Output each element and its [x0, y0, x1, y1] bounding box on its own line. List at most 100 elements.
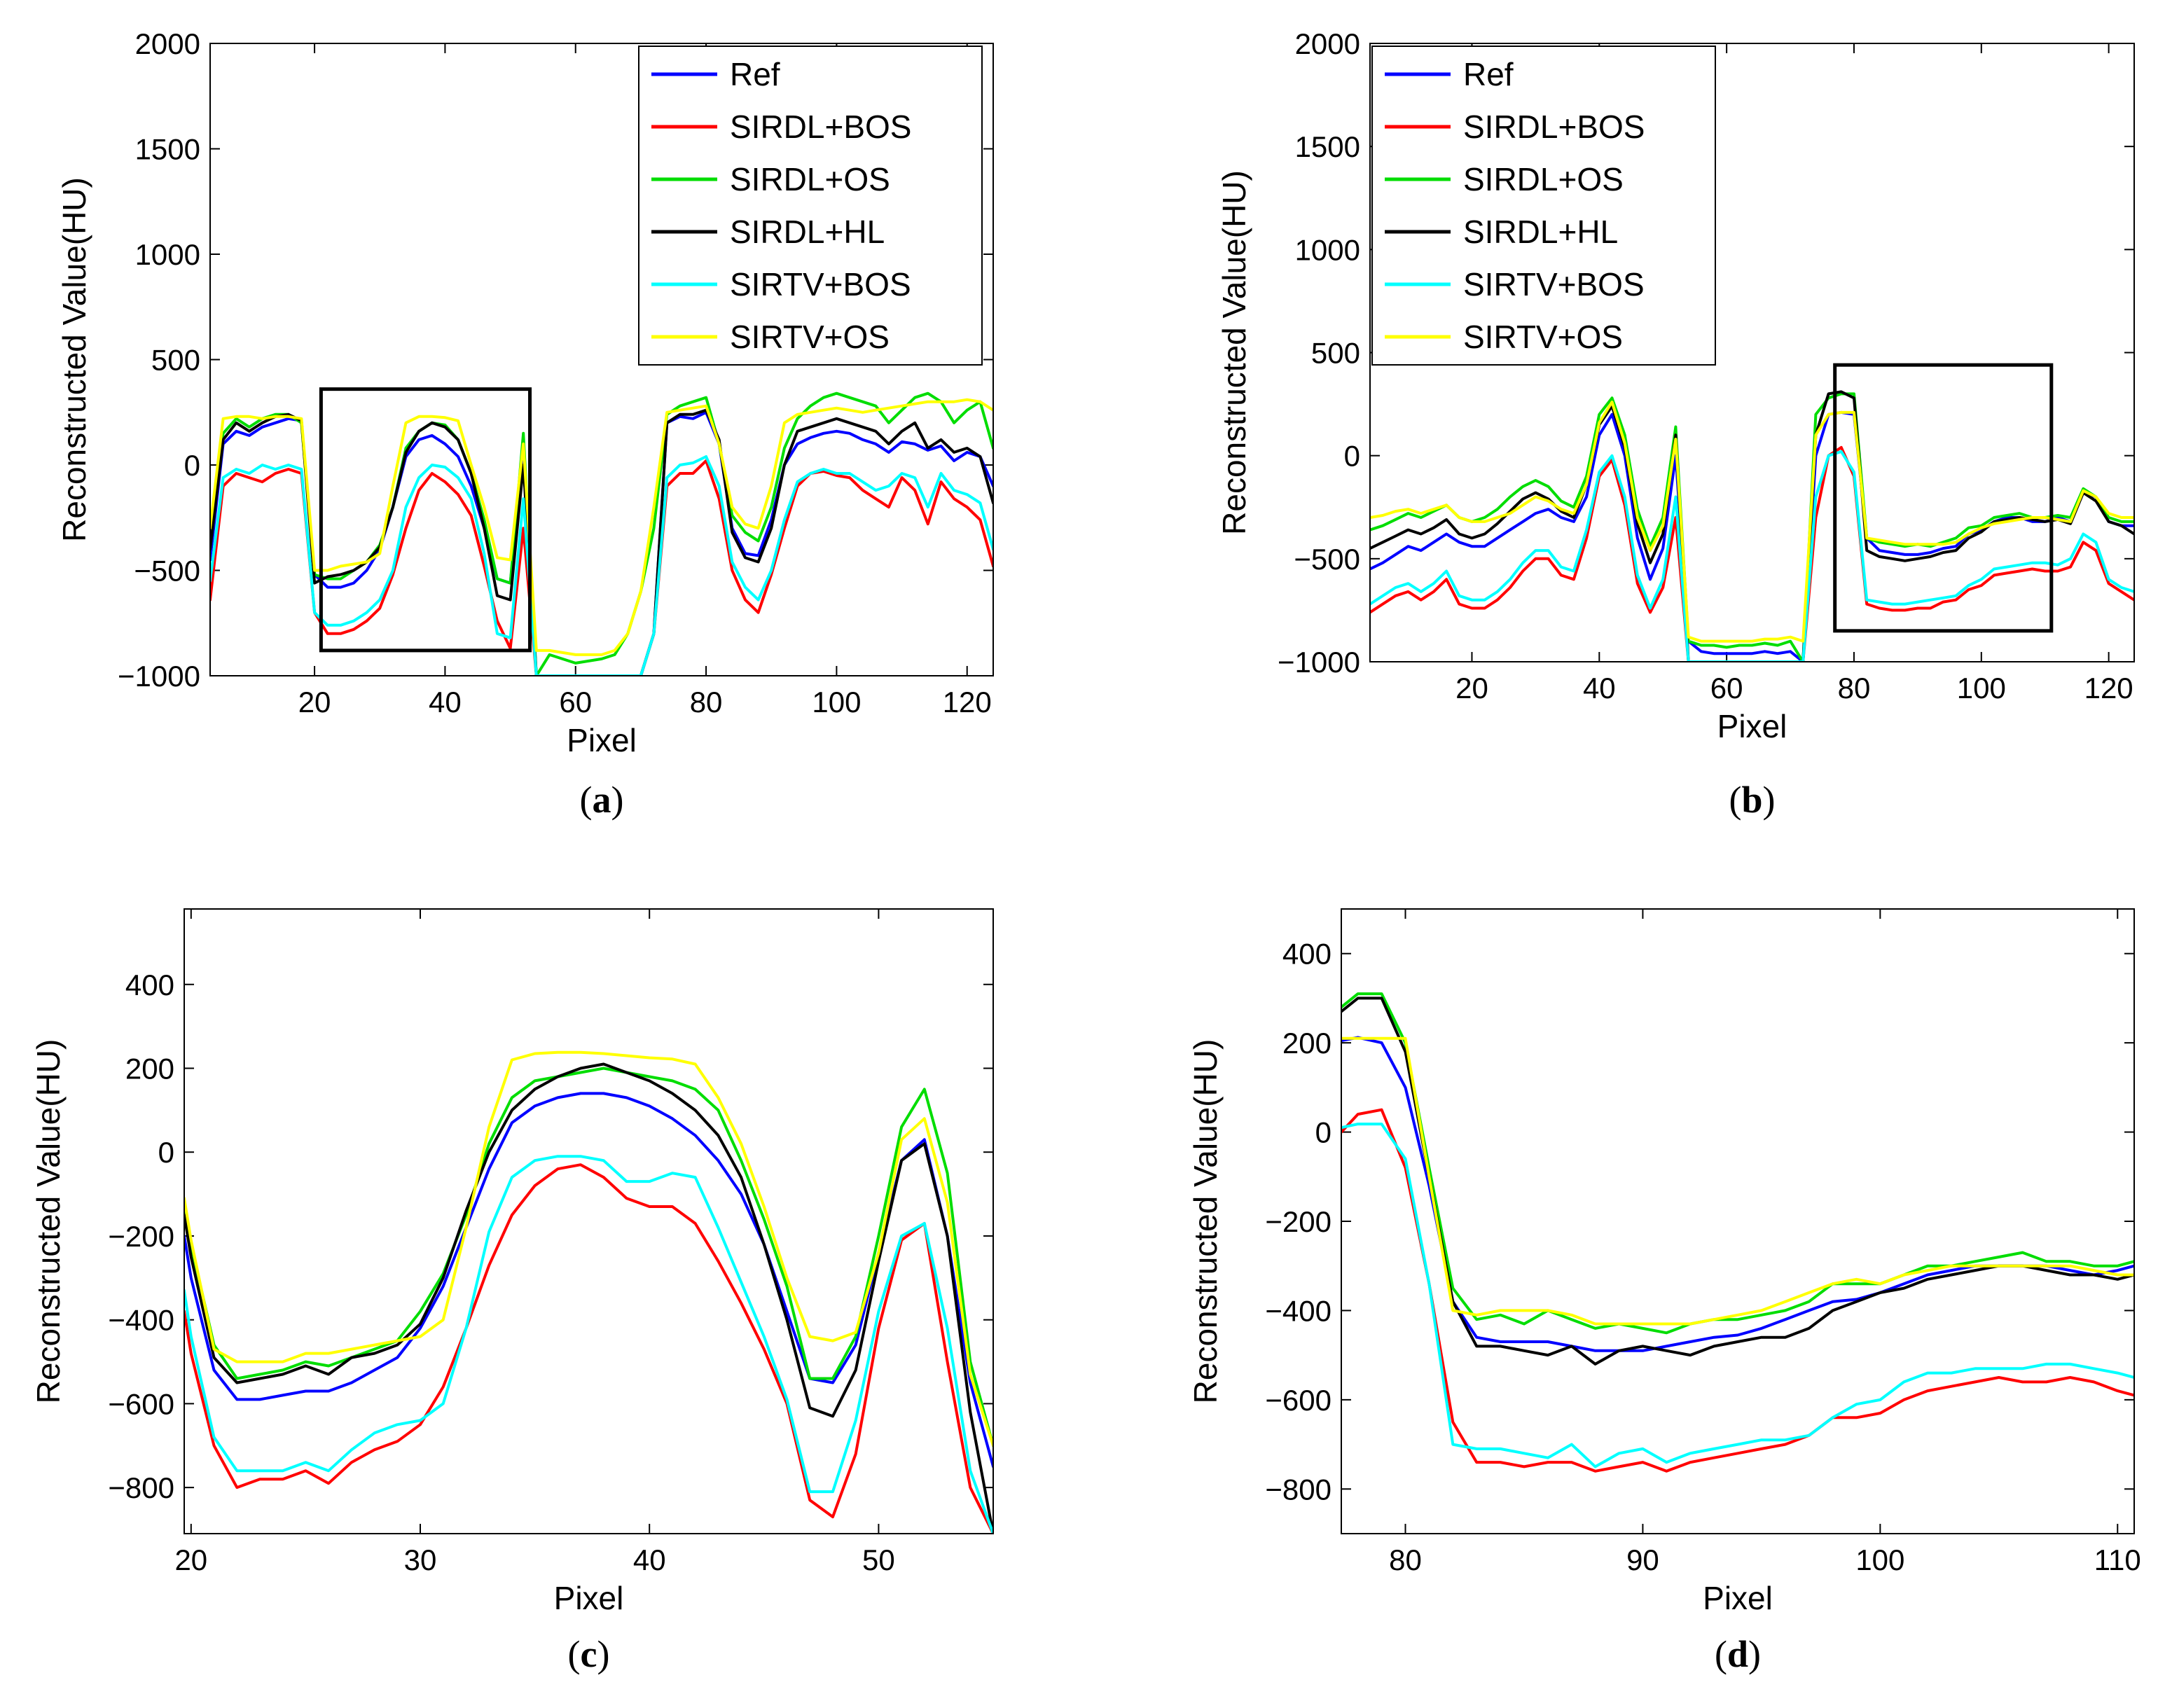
y-tick-label: 1000 [1295, 233, 1360, 266]
series-group [210, 391, 993, 676]
series-line-ref [184, 1092, 993, 1469]
y-tick-label: −200 [108, 1220, 174, 1253]
y-axis-label: Reconstructed Value(HU) [1187, 1039, 1224, 1404]
chart-b: 20 40 60 80 100 120 −1000 −500 0 500 1000 1500 2000 P… [1216, 27, 2135, 821]
x-tick-label: 20 [1455, 672, 1488, 704]
series-line-sirdl-hl [1370, 390, 2134, 662]
legend-label: SIRDL+HL [730, 214, 885, 250]
series-line-sirtv-bos [1341, 1123, 2134, 1469]
plot-frame [209, 43, 994, 676]
y-tick-label: 1500 [135, 133, 200, 166]
x-tick-label: 80 [1838, 672, 1871, 704]
x-tick-label: 40 [633, 1543, 666, 1576]
x-tick-label: 80 [1389, 1543, 1422, 1576]
y-tick-label: 0 [158, 1136, 174, 1169]
y-tick-label: −400 [1265, 1294, 1331, 1327]
y-tick-label: 400 [125, 968, 174, 1001]
y-axis-label: Reconstructed Value(HU) [30, 1039, 67, 1404]
x-tick-label: 60 [1710, 672, 1743, 704]
series-line-sirdl-os [1341, 992, 2134, 1335]
series-group [1370, 390, 2134, 662]
x-axis-label: Pixel [567, 722, 637, 758]
legend-label: SIRDL+OS [1463, 161, 1624, 197]
series-line-ref [1370, 410, 2134, 662]
legend-label: SIRDL+OS [730, 161, 890, 197]
chart-c: 20 30 40 50 −800 −600 −400 −200 0 200 400 Pixel Reco… [30, 908, 994, 1675]
series-group [1341, 992, 2134, 1473]
legend-label: Ref [1463, 56, 1514, 92]
series-line-sirdl-os [1370, 392, 2134, 662]
y-tick-label: −800 [1265, 1473, 1331, 1506]
y-tick-label: 200 [125, 1052, 174, 1085]
series-line-sirdl-bos [210, 459, 993, 676]
chart-d: 80 90 100 110 −800 −600 −400 −200 0 200 400 Pixel Re… [1187, 908, 2141, 1675]
series-line-ref [210, 410, 993, 676]
legend-label: SIRDL+BOS [730, 109, 912, 145]
legend-label: SIRTV+BOS [730, 266, 911, 303]
legend: Ref SIRDL+BOS SIRDL+OS SIRDL+HL SIRTV+BOS SIR… [1371, 46, 1716, 366]
series-group [184, 1050, 993, 1534]
y-tick-label: −400 [108, 1304, 174, 1337]
series-line-sirtv-os [210, 398, 993, 656]
x-axis-label: Pixel [554, 1580, 624, 1616]
x-tick-label: 50 [862, 1543, 895, 1576]
y-tick-label: 2000 [135, 27, 200, 60]
legend-label: SIRTV+OS [1463, 319, 1623, 355]
series-line-sirtv-bos [210, 455, 993, 676]
series-line-sirdl-hl [184, 1062, 993, 1534]
series-line-sirtv-os [184, 1050, 993, 1447]
series-line-sirdl-os [184, 1067, 993, 1447]
x-tick-label: 100 [1855, 1543, 1904, 1576]
series-line-sirdl-hl [1341, 997, 2134, 1366]
y-tick-label: 400 [1282, 938, 1331, 971]
x-tick-label: 100 [1957, 672, 2006, 704]
legend-label: Ref [730, 56, 780, 92]
y-tick-label: −600 [108, 1387, 174, 1420]
x-tick-label: 120 [943, 686, 992, 718]
y-tick-label: −500 [134, 555, 200, 588]
y-tick-label: −200 [1265, 1205, 1331, 1238]
zoom-region-box [1833, 363, 2054, 633]
panel-caption: (a) [580, 779, 624, 821]
legend-label: SIRTV+OS [730, 319, 890, 355]
y-tick-label: 500 [1311, 337, 1360, 370]
panel-caption: (d) [1715, 1633, 1761, 1675]
series-line-sirdl-os [210, 391, 993, 676]
y-tick-label: −1000 [1278, 646, 1360, 679]
legend-box [1371, 46, 1716, 366]
x-tick-label: 120 [2084, 672, 2133, 704]
series-line-sirdl-hl [210, 408, 993, 676]
y-tick-label: −1000 [118, 660, 200, 693]
series-line-sirdl-bos [1370, 445, 2134, 662]
chart-a: 20 40 60 80 100 120 −1000 −500 0 500 1000 1500 2000 P… [56, 27, 994, 821]
y-tick-label: 0 [1344, 440, 1360, 473]
x-tick-label: 80 [690, 686, 723, 718]
series-line-sirdl-bos [1341, 1108, 2134, 1473]
x-tick-label: 60 [559, 686, 592, 718]
series-line-sirtv-bos [184, 1155, 993, 1534]
zoom-region-box [319, 387, 532, 653]
series-line-sirdl-bos [184, 1163, 993, 1534]
series-line-sirtv-os [1341, 1036, 2134, 1326]
plot-frame [1369, 43, 2135, 662]
y-tick-label: −600 [1265, 1384, 1331, 1417]
x-tick-label: 40 [1583, 672, 1616, 704]
series-line-sirtv-os [1370, 401, 2134, 643]
panel-caption: (c) [568, 1633, 610, 1675]
legend-label: SIRDL+HL [1463, 214, 1618, 250]
x-tick-label: 40 [429, 686, 462, 718]
legend-label: SIRTV+BOS [1463, 266, 1645, 303]
panel-caption: (b) [1729, 779, 1775, 821]
x-tick-label: 100 [812, 686, 861, 718]
y-tick-label: −500 [1294, 543, 1360, 576]
y-tick-label: 0 [1315, 1116, 1331, 1149]
legend: Ref SIRDL+BOS SIRDL+OS SIRDL+HL SIRTV+BOS SIR… [638, 46, 983, 366]
y-axis-label: Reconstructed Value(HU) [56, 177, 92, 542]
x-tick-label: 30 [404, 1543, 437, 1576]
y-tick-label: 2000 [1295, 27, 1360, 60]
y-tick-label: 1000 [135, 238, 200, 271]
legend-box [638, 46, 983, 366]
y-tick-label: −800 [108, 1471, 174, 1504]
y-tick-label: 200 [1282, 1027, 1331, 1060]
